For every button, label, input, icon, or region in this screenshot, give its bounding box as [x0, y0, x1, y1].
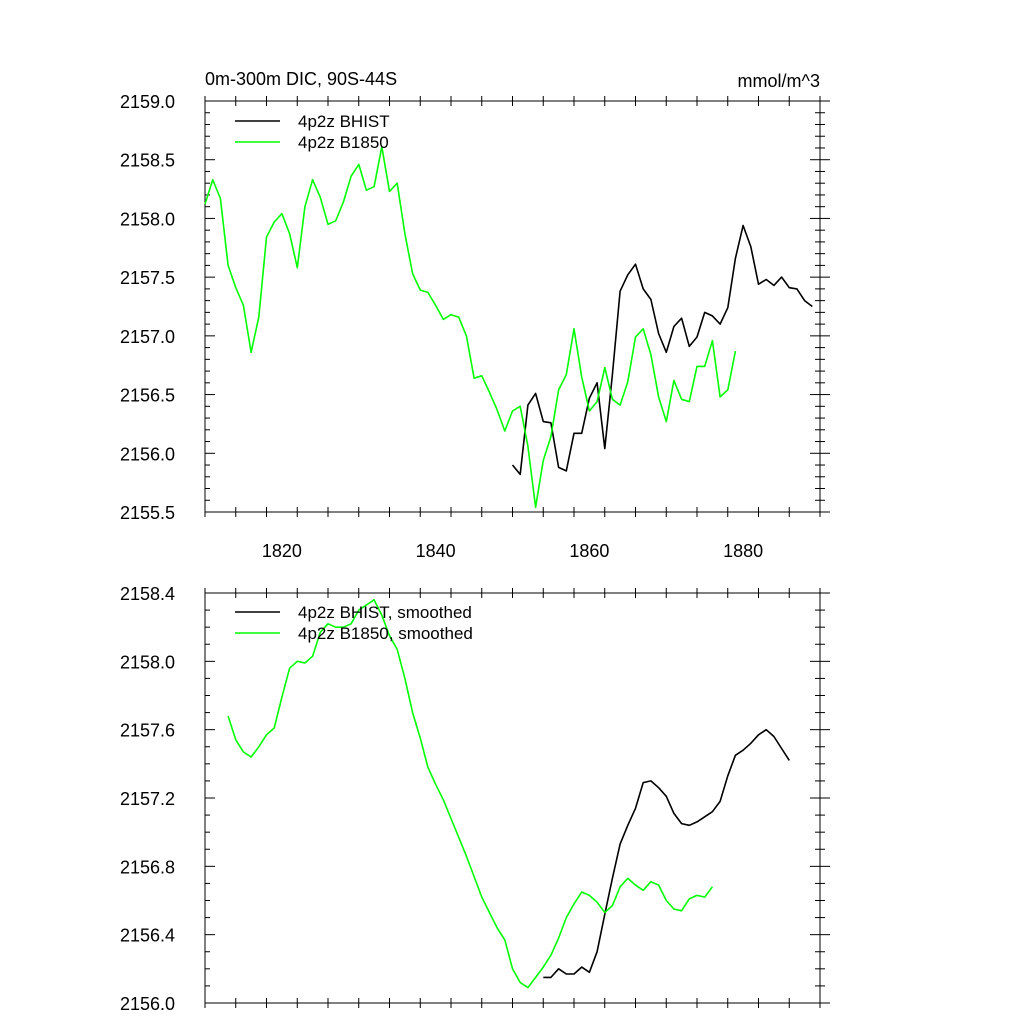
- y-tick-label: 2157.5: [120, 268, 175, 288]
- bottom-panel: 2156.0 2156.4 2156.8 2157.2 2157.6 2158.0 2158…: [120, 584, 830, 1014]
- series-line-b1850: [227, 598, 714, 989]
- plot-frame: [204, 592, 821, 1004]
- legend-label: 4p2z B1850: [298, 133, 389, 152]
- y-tick-label: 2156.0: [120, 444, 175, 464]
- legend-label: 4p2z BHIST: [298, 112, 390, 131]
- y-tick-label: 2156.0: [120, 994, 175, 1014]
- y-tick-label: 2156.5: [120, 386, 175, 406]
- y-tick-label: 2159.0: [120, 92, 175, 112]
- x-tick-label: 1820: [262, 541, 302, 561]
- legend-label: 4p2z B1850, smoothed: [298, 624, 473, 643]
- series-line-bhist: [543, 728, 790, 979]
- series-line-bhist: [511, 224, 813, 476]
- legend-label: 4p2z BHIST, smoothed: [298, 603, 472, 622]
- y-tick-label: 2156.8: [120, 857, 175, 877]
- series-line-b1850: [204, 146, 737, 509]
- top-panel: 1820 1840 1860 1880 2155.5 2156.0 2156.5 2157.0…: [120, 92, 830, 561]
- y-tick-label: 2155.5: [120, 503, 175, 523]
- y-tick-label: 2158.0: [120, 209, 175, 229]
- y-tick-label: 2156.4: [120, 926, 175, 946]
- y-tick-label: 2157.2: [120, 789, 175, 809]
- chart-title: 0m-300m DIC, 90S-44S: [205, 69, 397, 89]
- x-tick-label: 1840: [416, 541, 456, 561]
- y-tick-label: 2158.5: [120, 151, 175, 171]
- y-tick-label: 2157.6: [120, 721, 175, 741]
- x-tick-label: 1860: [569, 541, 609, 561]
- y-tick-label: 2158.0: [120, 652, 175, 672]
- y-tick-label: 2157.0: [120, 327, 175, 347]
- y-tick-label: 2158.4: [120, 584, 175, 604]
- x-tick-label: 1880: [723, 541, 763, 561]
- units-label: mmol/m^3: [738, 71, 820, 91]
